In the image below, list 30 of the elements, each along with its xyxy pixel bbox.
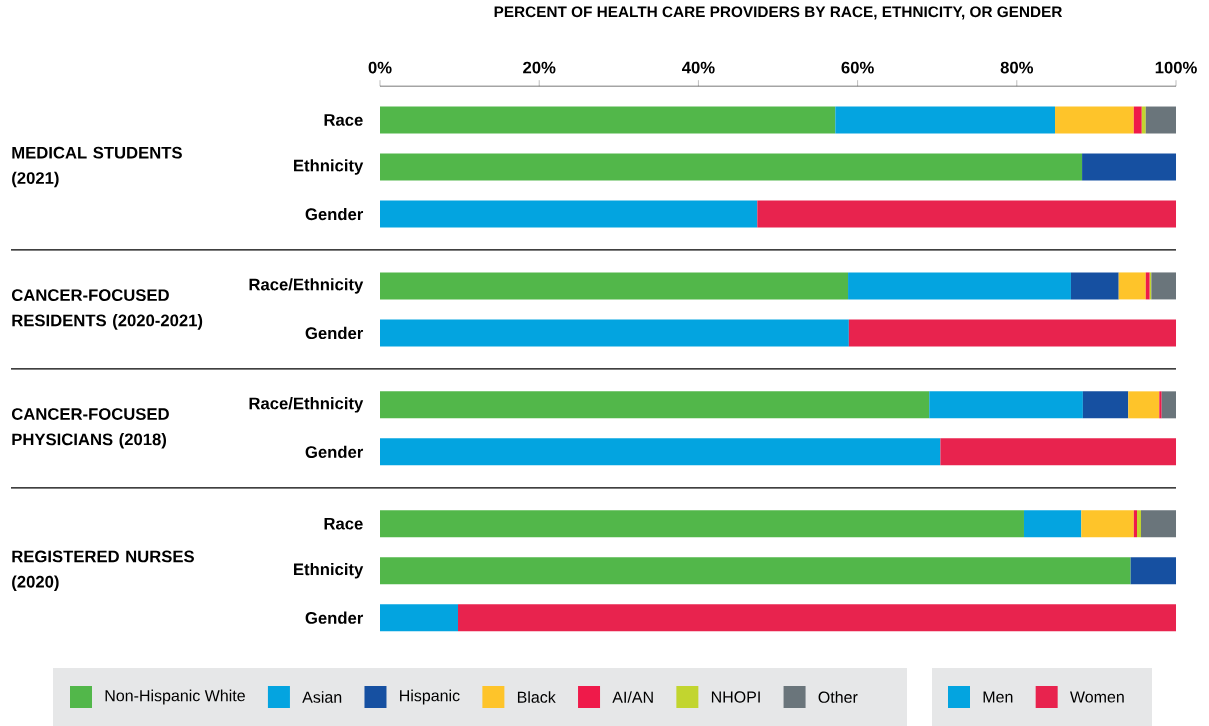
x-tick-label: 20% xyxy=(523,61,556,74)
x-tick-label: 40% xyxy=(681,61,715,74)
y-tick-label: Ethnicity xyxy=(294,159,364,175)
y-tick-label: Race/Ethnicity xyxy=(249,397,364,413)
legend-label: Women xyxy=(1070,691,1124,703)
legend-label: Other xyxy=(818,691,858,703)
x-tick-label: 0% xyxy=(368,61,392,74)
y-tick-label: Race/Ethnicity xyxy=(249,278,364,294)
y-tick-label: Race xyxy=(324,517,363,530)
y-tick-label: Ethnicity xyxy=(294,562,364,579)
y-tick-label: Gender xyxy=(305,445,364,458)
y-tick-label: Gender xyxy=(305,207,364,221)
text: MEDICAL STUDENTS (2021) xyxy=(12,146,182,188)
x-tick-label: 80% xyxy=(1000,61,1034,74)
legend-label: Asian xyxy=(302,691,342,703)
legend-label: Black xyxy=(517,691,556,703)
x-tick-label: 60% xyxy=(841,61,874,74)
y-tick-label: Race xyxy=(324,114,363,126)
legend-label: Non-Hispanic White xyxy=(105,689,245,705)
text: CANCER-FOCUSED RESIDENTS (2020-2021) xyxy=(11,289,203,330)
y-tick-label: Gender xyxy=(305,326,364,340)
legend-label: AI/AN xyxy=(612,691,653,703)
chart-title: PERCENT OF HEALTH CARE PROVIDERS BY RACE, ETHNICITY, OR GENDER xyxy=(494,6,1063,20)
text: REGISTERED NURSES (2020) xyxy=(12,550,194,591)
legend-label: NHOPI xyxy=(711,691,760,703)
legend-label: Men xyxy=(983,691,1013,703)
y-tick-label: Gender xyxy=(305,611,364,624)
text: CANCER-FOCUSED PHYSICIANS (2018) xyxy=(11,408,169,449)
x-tick-label: 100% xyxy=(1155,61,1197,74)
legend-label: Hispanic xyxy=(400,689,460,705)
